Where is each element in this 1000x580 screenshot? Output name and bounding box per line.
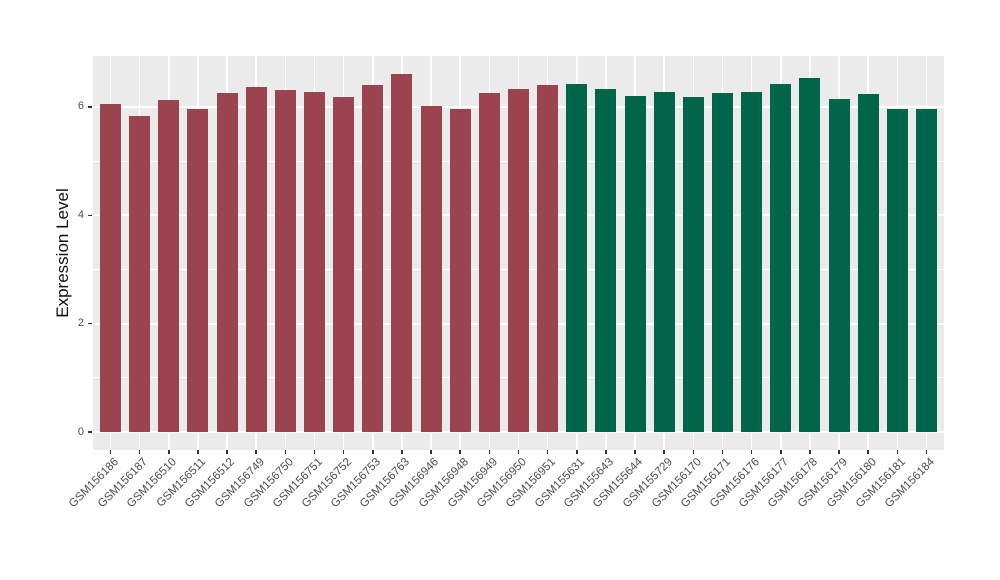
bar: [886, 108, 908, 433]
x-tick-mark: [896, 450, 899, 454]
x-tick-mark: [721, 450, 724, 454]
bar: [653, 91, 675, 433]
x-tick-mark: [634, 450, 636, 454]
y-tick-label: 0: [77, 425, 84, 438]
plot-panel: [93, 56, 944, 450]
y-axis-title: Expression Level: [53, 188, 72, 318]
bar: [303, 91, 325, 433]
bar: [274, 90, 296, 433]
bar: [99, 104, 121, 433]
bar: [537, 84, 559, 433]
bar: [362, 85, 384, 433]
x-tick-mark: [692, 450, 695, 454]
bar: [799, 77, 821, 433]
bar: [420, 105, 442, 433]
x-tick-mark: [138, 450, 141, 454]
bar: [770, 83, 792, 433]
bar: [741, 91, 763, 433]
x-tick-mark: [372, 450, 374, 454]
x-tick-mark: [809, 450, 811, 454]
x-tick-mark: [488, 450, 491, 454]
x-tick-mark: [168, 450, 170, 454]
x-tick-mark: [517, 450, 520, 454]
x-tick-mark: [342, 450, 345, 454]
x-tick-mark: [780, 450, 782, 454]
bar: [828, 98, 850, 433]
y-tick-mark: [88, 106, 92, 108]
x-tick-mark: [750, 450, 753, 454]
bar: [245, 86, 267, 433]
x-tick-mark: [925, 450, 928, 454]
x-tick-mark: [663, 450, 665, 454]
y-tick-label: 2: [77, 317, 84, 330]
x-tick-mark: [838, 450, 840, 454]
bar: [508, 89, 529, 433]
bar: [857, 93, 879, 433]
x-tick-mark: [284, 450, 287, 454]
bar: [595, 89, 617, 433]
y-tick-mark: [88, 431, 92, 433]
y-tick-label: 4: [77, 208, 84, 221]
bar: [449, 108, 471, 433]
x-tick-mark: [576, 450, 578, 454]
x-tick-mark: [401, 450, 403, 454]
y-tick-mark: [88, 214, 92, 217]
x-tick-mark: [313, 450, 316, 454]
bar: [712, 93, 733, 433]
bar: [478, 93, 500, 433]
bar: [916, 108, 937, 433]
x-tick-mark: [430, 450, 432, 454]
bar: [129, 116, 151, 433]
bar: [216, 93, 238, 433]
x-tick-mark: [459, 450, 461, 454]
x-tick-mark: [109, 450, 112, 454]
bar: [566, 83, 588, 433]
bar: [187, 108, 209, 433]
bar: [391, 74, 413, 433]
x-tick-mark: [255, 450, 257, 454]
x-tick-mark: [197, 450, 199, 454]
x-tick-mark: [867, 450, 869, 454]
x-tick-mark: [605, 450, 607, 454]
x-tick-mark: [546, 450, 549, 454]
bar: [158, 99, 180, 433]
x-tick-mark: [226, 450, 228, 454]
y-tick-label: 6: [77, 100, 84, 113]
bar: [333, 96, 355, 433]
bar: [682, 96, 704, 433]
bar: [624, 95, 646, 433]
y-tick-mark: [88, 322, 92, 325]
